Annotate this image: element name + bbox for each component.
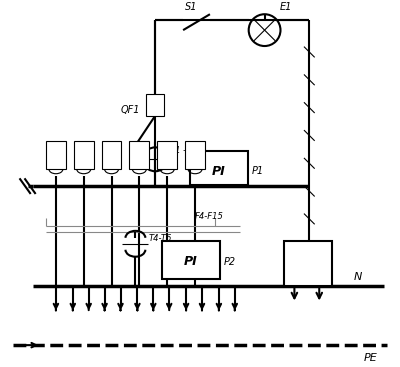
Bar bbox=[146, 94, 164, 116]
Text: P1: P1 bbox=[252, 166, 264, 176]
Bar bbox=[284, 241, 332, 286]
Text: PI: PI bbox=[184, 255, 198, 268]
Text: F4-F15: F4-F15 bbox=[195, 212, 224, 221]
Bar bbox=[162, 241, 220, 279]
Text: PE: PE bbox=[364, 353, 378, 363]
Text: E1: E1 bbox=[280, 2, 292, 12]
Text: N: N bbox=[354, 272, 362, 281]
Text: P2: P2 bbox=[224, 257, 236, 267]
Text: QF1: QF1 bbox=[120, 105, 140, 115]
Bar bbox=[46, 141, 66, 169]
Text: PI: PI bbox=[212, 165, 226, 178]
Text: S1: S1 bbox=[185, 2, 198, 12]
Bar bbox=[102, 141, 122, 169]
Bar bbox=[190, 151, 248, 185]
Bar bbox=[185, 141, 205, 169]
Text: T1 – T3: T1 – T3 bbox=[170, 146, 201, 155]
Bar bbox=[130, 141, 149, 169]
Text: T4-T6: T4-T6 bbox=[148, 234, 172, 243]
Bar bbox=[74, 141, 94, 169]
Bar bbox=[157, 141, 177, 169]
